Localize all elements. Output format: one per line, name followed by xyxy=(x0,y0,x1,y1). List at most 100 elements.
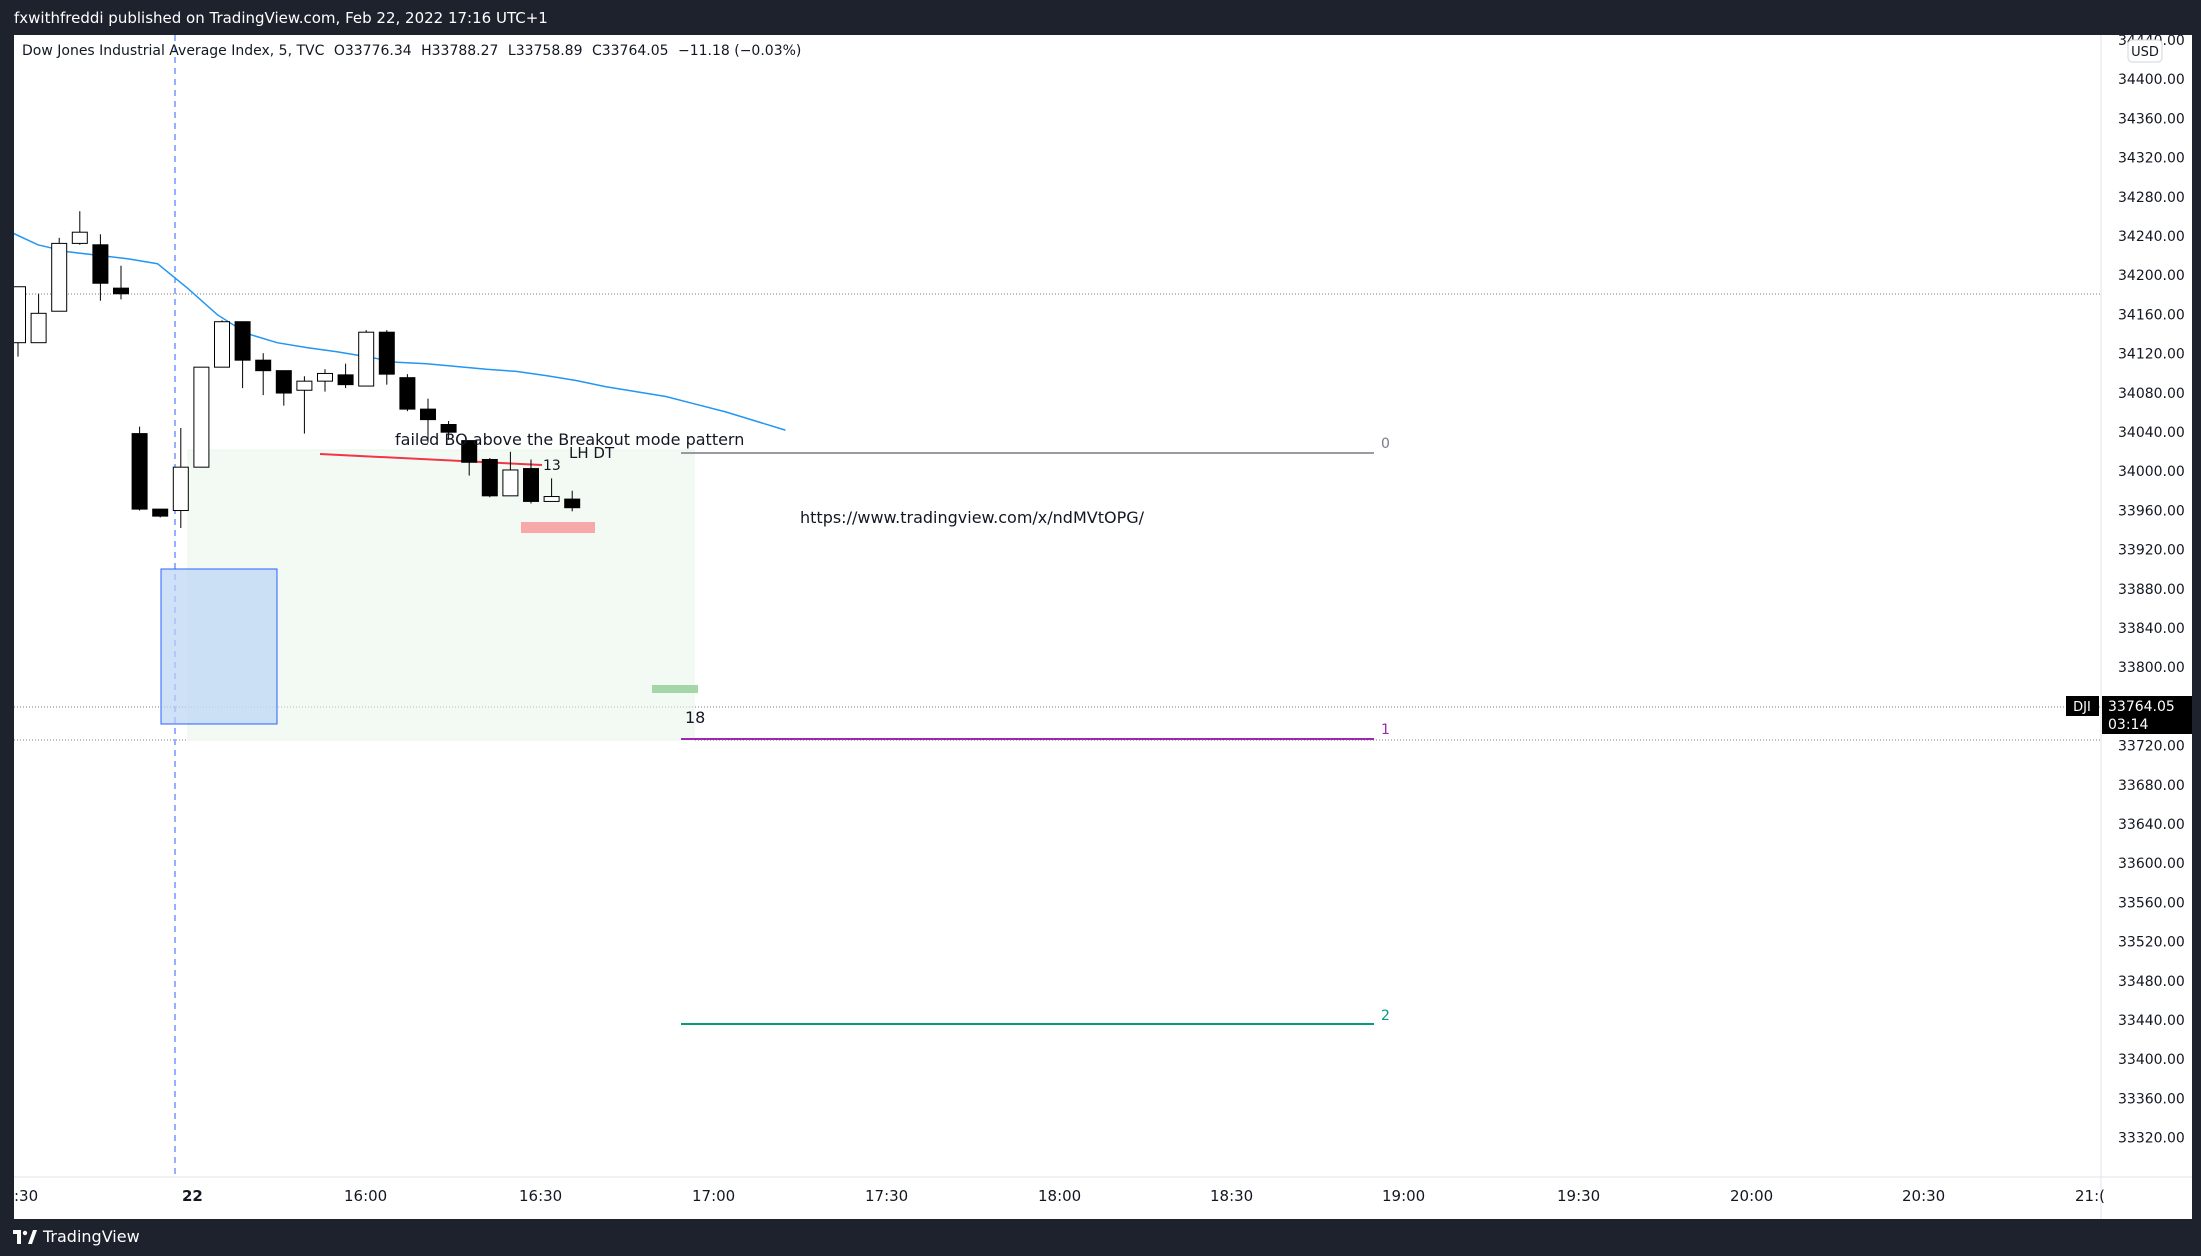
candle-body-down xyxy=(255,359,272,372)
lh-dt-trendline[interactable] xyxy=(319,453,543,466)
bar-count-13[interactable]: 13 xyxy=(543,458,561,474)
price-axis-label: 33440.00 xyxy=(2118,1013,2185,1029)
price-axis-label: 34400.00 xyxy=(2118,72,2185,88)
candle-body-down xyxy=(113,287,129,295)
candle-body-up xyxy=(502,469,519,497)
brand-label: TradingView xyxy=(43,1227,140,1246)
candle-body-down xyxy=(399,377,416,410)
candle[interactable] xyxy=(71,211,88,245)
legend-symbol[interactable]: Dow Jones Industrial Average Index, 5, T… xyxy=(22,43,325,59)
publisher-text: fxwithfreddi published on TradingView.co… xyxy=(14,9,548,27)
bar-count-18[interactable]: 18 xyxy=(685,708,705,727)
candle-body-down xyxy=(461,440,478,463)
candle-body-up xyxy=(30,312,47,344)
price-axis[interactable]: 34440.0034400.0034360.0034320.0034280.00… xyxy=(2118,33,2185,1147)
price-axis-label: 34280.00 xyxy=(2118,190,2185,206)
currency-button-label[interactable]: USD xyxy=(2131,45,2159,60)
candle[interactable] xyxy=(51,237,68,312)
price-axis-label: 33600.00 xyxy=(2118,856,2185,872)
candle[interactable] xyxy=(92,234,109,301)
candle[interactable] xyxy=(440,421,457,440)
candle-body-up xyxy=(543,496,560,502)
red-marker-rect[interactable] xyxy=(521,522,595,533)
candle[interactable] xyxy=(214,320,230,368)
price-axis-label: 33720.00 xyxy=(2118,739,2185,755)
legend-high: H33788.27 xyxy=(421,43,499,59)
candle[interactable] xyxy=(502,451,519,497)
candle-body-down xyxy=(92,244,109,284)
brand[interactable]: TradingView xyxy=(13,1227,140,1246)
price-axis-label: 33680.00 xyxy=(2118,778,2185,794)
time-axis[interactable]: :30 22 16:00 16:30 17:00 17:30 18:00 18:30 19:00… xyxy=(14,1187,2105,1205)
breakout-note-text[interactable]: failed BO above the Breakout mode patter… xyxy=(395,430,744,449)
candle[interactable] xyxy=(30,293,47,344)
time-axis-label: 17:30 xyxy=(865,1187,908,1205)
price-axis-label: 33920.00 xyxy=(2118,543,2185,559)
candle-body-up xyxy=(317,372,333,382)
legend-close: C33764.05 xyxy=(591,43,669,59)
time-axis-label: 16:30 xyxy=(519,1187,562,1205)
time-axis-label: 18:00 xyxy=(1038,1187,1081,1205)
price-axis-label: 33400.00 xyxy=(2118,1052,2185,1068)
candle[interactable] xyxy=(234,321,251,389)
price-axis-label: 34000.00 xyxy=(2118,464,2185,480)
candle[interactable] xyxy=(461,440,478,476)
time-axis-label: 20:00 xyxy=(1730,1187,1773,1205)
chart-canvas[interactable]: 0 1 2 failed BO above the Breakout mode … xyxy=(7,33,2192,1219)
currency-button[interactable] xyxy=(2127,39,2163,63)
candle[interactable] xyxy=(564,490,581,512)
candle-body-down xyxy=(337,374,354,386)
opening-range-box[interactable] xyxy=(160,568,278,725)
candles-group[interactable] xyxy=(10,211,581,529)
bar-countdown: 03:14 xyxy=(2108,717,2148,733)
candle-body-down xyxy=(234,321,251,361)
price-axis-label: 34120.00 xyxy=(2118,347,2185,363)
candle[interactable] xyxy=(378,330,395,385)
candle[interactable] xyxy=(420,398,436,443)
candle[interactable] xyxy=(193,366,210,468)
candle[interactable] xyxy=(10,286,26,357)
candle[interactable] xyxy=(481,458,498,498)
candle[interactable] xyxy=(131,426,148,511)
price-axis-label: 34320.00 xyxy=(2118,151,2185,167)
fib-level-2-label: 2 xyxy=(1381,1008,1390,1024)
candle-body-down xyxy=(152,508,169,517)
time-axis-label: 17:00 xyxy=(692,1187,735,1205)
footer-bar: TradingView xyxy=(0,1219,2201,1256)
tradingview-logo-icon xyxy=(13,1229,37,1244)
candle-body-down xyxy=(378,331,395,375)
candle[interactable] xyxy=(255,353,272,396)
price-axis-label: 34040.00 xyxy=(2118,425,2185,441)
price-axis-label: 33480.00 xyxy=(2118,974,2185,990)
candle[interactable] xyxy=(113,265,129,300)
candle[interactable] xyxy=(172,428,189,529)
candle-body-down xyxy=(564,498,581,509)
candle-body-down xyxy=(275,370,292,394)
ema-line[interactable] xyxy=(7,230,786,431)
candle-body-down xyxy=(440,424,457,433)
last-price-symbol-tag xyxy=(2066,696,2099,716)
candle-body-up xyxy=(193,366,210,468)
candle[interactable] xyxy=(358,330,375,387)
candle[interactable] xyxy=(296,376,313,434)
candle-body-down xyxy=(420,408,436,421)
fib-level-0-label: 0 xyxy=(1381,436,1390,452)
chart-link-text[interactable]: https://www.tradingview.com/x/ndMVtOPG/ xyxy=(800,508,1145,527)
candle[interactable] xyxy=(152,508,169,518)
chart-pane[interactable]: 0 1 2 failed BO above the Breakout mode … xyxy=(7,33,2192,1219)
candle-body-down xyxy=(131,433,148,510)
candle-body-up xyxy=(10,286,26,344)
candle[interactable] xyxy=(317,369,333,392)
candle[interactable] xyxy=(275,370,292,406)
candle-body-up xyxy=(51,242,68,312)
price-axis-label: 33520.00 xyxy=(2118,935,2185,951)
candle[interactable] xyxy=(337,363,354,389)
green-marker-rect[interactable] xyxy=(652,685,698,693)
candle[interactable] xyxy=(543,478,560,502)
price-axis-label: 33560.00 xyxy=(2118,895,2185,911)
candle[interactable] xyxy=(399,374,416,412)
lh-dt-label[interactable]: LH DT xyxy=(569,444,615,462)
candle[interactable] xyxy=(523,459,539,504)
time-axis-label: 20:30 xyxy=(1902,1187,1945,1205)
symbol-legend[interactable]: Dow Jones Industrial Average Index, 5, T… xyxy=(22,43,801,59)
